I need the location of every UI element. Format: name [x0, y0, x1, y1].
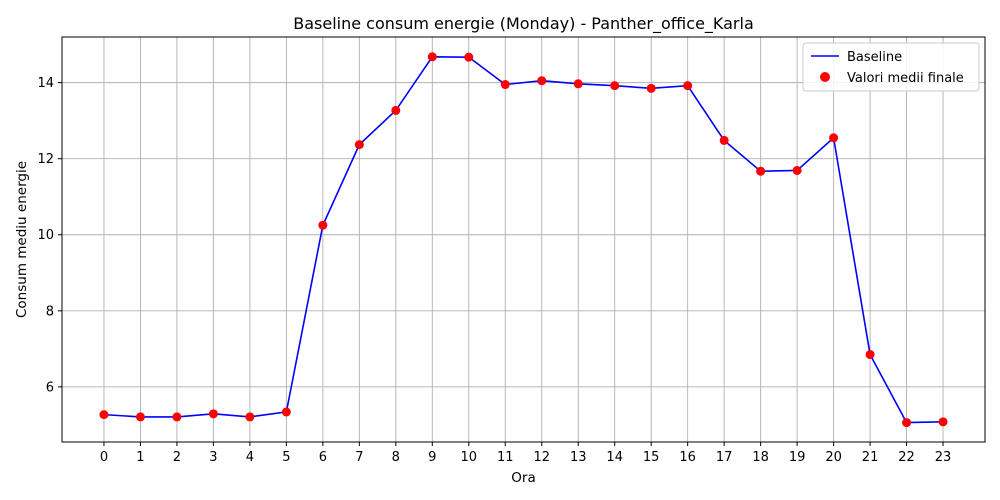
- x-axis-title: Ora: [511, 470, 535, 486]
- scatter-point: [573, 79, 583, 89]
- series-line-baseline: [103, 55, 944, 424]
- scatter-point: [719, 135, 729, 145]
- scatter-point: [281, 407, 291, 417]
- y-tick-label: 12: [37, 152, 54, 167]
- x-tick-label: 8: [392, 450, 400, 465]
- axis-ticks: 0 1 2 3 4 5 6 7 8 9 10 11 12 13 14 15 16 17 18 19 20 21 22 2368…: [37, 76, 951, 465]
- legend: Baseline Valori medii finale: [802, 42, 980, 92]
- scatter-point: [172, 412, 182, 422]
- scatter-point: [537, 76, 547, 86]
- x-tick-label: 10: [461, 450, 478, 465]
- scatter-point: [938, 417, 948, 427]
- scatter-point: [683, 81, 693, 91]
- y-tick-label: 8: [46, 304, 54, 319]
- legend-label-baseline: Baseline: [847, 50, 902, 65]
- y-axis-title: Consum mediu energie: [14, 161, 30, 318]
- scatter-point: [391, 105, 401, 115]
- y-tick-label: 14: [37, 76, 54, 91]
- x-tick-label: 2: [173, 450, 181, 465]
- x-tick-label: 11: [497, 450, 514, 465]
- x-tick-label: 4: [246, 450, 254, 465]
- y-tick-label: 10: [37, 228, 54, 243]
- x-tick-label: 1: [136, 450, 144, 465]
- scatter-point: [245, 412, 255, 422]
- x-tick-label: 15: [643, 450, 660, 465]
- scatter-point: [427, 52, 437, 62]
- x-tick-label: 5: [282, 450, 290, 465]
- legend-box: [802, 42, 980, 92]
- y-tick-label: 6: [46, 380, 54, 395]
- scatter-point: [135, 412, 145, 422]
- plot-area-frame: [61, 36, 986, 443]
- scatter-point: [829, 133, 839, 143]
- x-tick-label: 9: [428, 450, 436, 465]
- x-tick-label: 13: [570, 450, 587, 465]
- x-tick-label: 16: [679, 450, 696, 465]
- scatter-point: [792, 165, 802, 175]
- grid: [62, 37, 985, 442]
- x-tick-label: 23: [935, 450, 952, 465]
- x-tick-label: 17: [716, 450, 733, 465]
- scatter-point: [756, 166, 766, 176]
- legend-label-valori-medii-finale: Valori medii finale: [847, 71, 964, 86]
- x-tick-label: 7: [355, 450, 363, 465]
- x-tick-label: 12: [533, 450, 550, 465]
- x-tick-label: 18: [752, 450, 769, 465]
- x-tick-label: 19: [789, 450, 806, 465]
- x-tick-label: 3: [209, 450, 217, 465]
- scatter-point: [354, 140, 364, 150]
- x-tick-label: 21: [862, 450, 879, 465]
- series: [99, 52, 948, 428]
- scatter-point: [500, 80, 510, 90]
- legend-swatch-dot: [820, 72, 830, 82]
- x-tick-label: 22: [898, 450, 915, 465]
- x-tick-label: 20: [825, 450, 842, 465]
- scatter-point: [99, 410, 109, 420]
- chart-title: Baseline consum energie (Monday) - Panth…: [293, 14, 754, 34]
- scatter-point: [464, 52, 474, 62]
- scatter-point: [208, 409, 218, 419]
- scatter-point: [646, 83, 656, 93]
- scatter-point: [318, 220, 328, 230]
- scatter-point: [902, 418, 912, 428]
- scatter-point: [610, 81, 620, 91]
- scatter-point: [865, 350, 875, 360]
- x-tick-label: 0: [100, 450, 108, 465]
- x-tick-label: 6: [319, 450, 327, 465]
- x-tick-label: 14: [606, 450, 623, 465]
